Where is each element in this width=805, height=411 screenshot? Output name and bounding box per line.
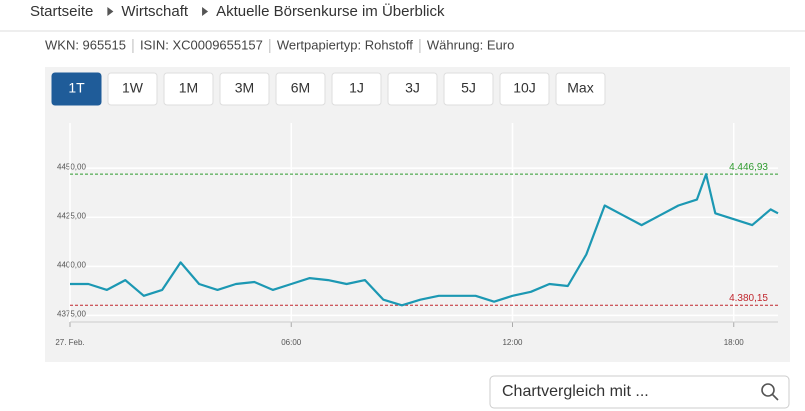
range-button[interactable] (219, 72, 270, 106)
y-tick-label: 4450,00 (57, 162, 86, 171)
breadcrumb[interactable]: Aktuelle Börsenkurse im Überblick (216, 2, 445, 20)
range-buttons: 1T 1W 1M 3M 6M 1J 3J 5J 10J Max (51, 72, 606, 106)
range-button-label[interactable]: 1T (68, 80, 85, 96)
range-button[interactable] (555, 72, 606, 106)
reference-label: 4.380,15 (729, 293, 768, 304)
search-icon[interactable] (761, 383, 779, 401)
breadcrumb[interactable]: Startseite (30, 3, 93, 20)
x-tick-label: 06:00 (281, 338, 302, 347)
range-button[interactable] (51, 72, 102, 106)
x-tick-label: 18:00 (724, 338, 745, 347)
info-item: Wertpapiertyp: Rohstoff (277, 37, 413, 52)
breadcrumb-arrow (202, 7, 209, 16)
range-button[interactable] (499, 72, 550, 106)
x-tick-label: 12:00 (502, 338, 523, 347)
range-button-label[interactable]: 3M (235, 80, 254, 96)
header (0, 0, 805, 30)
x-tick-label: 27. Feb. (55, 338, 84, 347)
y-tick-label: 4425,00 (57, 211, 86, 220)
range-button[interactable] (163, 72, 214, 106)
range-button-label[interactable]: 6M (291, 80, 310, 96)
info-item: Währung: Euro (427, 37, 514, 52)
range-button[interactable] (275, 72, 326, 106)
range-button-label[interactable]: Max (567, 80, 593, 96)
range-button-label[interactable]: 3J (405, 80, 420, 96)
search-box[interactable] (489, 375, 790, 409)
y-tick-label: 4375,00 (57, 310, 86, 319)
range-button-label[interactable]: 1W (122, 80, 144, 96)
range-button-label[interactable]: 10J (513, 80, 536, 96)
range-button-label[interactable]: 1M (179, 80, 198, 96)
plot-area (70, 123, 778, 322)
y-tick-label: 4400,00 (57, 260, 86, 269)
range-button[interactable] (387, 72, 438, 106)
info-item: WKN: 965515 (45, 37, 126, 52)
range-button-label[interactable]: 5J (461, 80, 476, 96)
reference-label: 4.446,93 (729, 162, 768, 173)
price-line (70, 173, 779, 307)
range-button[interactable] (331, 72, 382, 106)
range-button[interactable] (107, 72, 158, 106)
chart: 4375,00 4400,00 4425,00 4450,00 27. Feb. 06:0… (55, 123, 779, 347)
range-button[interactable] (443, 72, 494, 106)
info-line: WKN: 965515 ISIN: XC0009655157 Wertpapiert… (45, 37, 514, 53)
range-button-label[interactable]: 1J (349, 80, 364, 96)
breadcrumb-arrow (107, 7, 114, 16)
breadcrumb[interactable]: Wirtschaft (121, 3, 189, 20)
breadcrumbs: Startseite Wirtschaft Aktuelle Börsenkurse… (30, 2, 445, 20)
search-placeholder[interactable]: Chartvergleich mit ... (502, 383, 649, 400)
info-item: ISIN: XC0009655157 (140, 37, 263, 52)
